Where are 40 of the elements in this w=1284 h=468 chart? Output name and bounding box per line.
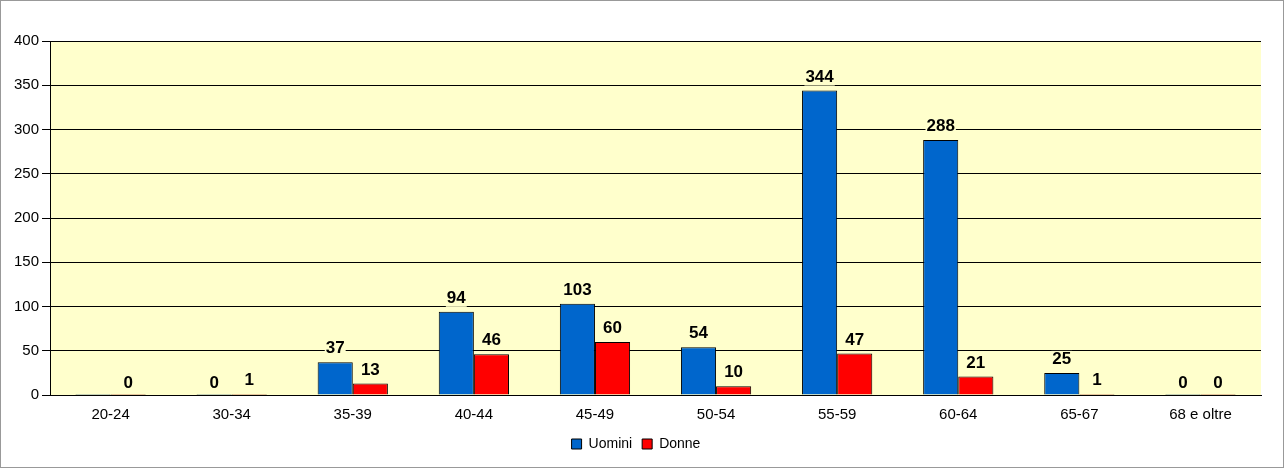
data-label: 1 xyxy=(244,370,254,390)
data-label: 0 xyxy=(1178,373,1188,393)
data-label: 344 xyxy=(805,66,835,86)
data-label: 288 xyxy=(926,116,955,136)
data-label: 54 xyxy=(689,323,709,343)
data-label: 13 xyxy=(360,359,380,379)
y-tick-label: 0 xyxy=(30,385,40,403)
x-tick-label: 60-64 xyxy=(939,405,978,423)
x-tick-label: 40-44 xyxy=(454,405,494,423)
x-tick-label: 45-49 xyxy=(575,405,615,423)
data-label: 94 xyxy=(446,288,467,307)
x-tick-label: 35-39 xyxy=(333,405,372,423)
data-label: 1 xyxy=(1092,370,1102,390)
legend-label: Donne xyxy=(659,434,701,451)
y-tick-label: 250 xyxy=(14,163,40,181)
y-tick-label: 400 xyxy=(14,31,40,49)
y-tick-label: 200 xyxy=(14,208,40,226)
y-tick-label: 300 xyxy=(14,119,40,137)
data-label: 21 xyxy=(966,352,986,372)
x-tick-label: 55-59 xyxy=(817,405,857,423)
x-tick-label: 30-34 xyxy=(212,405,251,423)
legend-label: Uomini xyxy=(588,434,633,451)
data-label: 103 xyxy=(563,280,592,300)
data-label: 0 xyxy=(123,373,133,393)
x-tick-label: 65-67 xyxy=(1060,405,1099,423)
data-label: 46 xyxy=(481,330,501,350)
x-tick-label: 68 e oltre xyxy=(1169,405,1232,423)
data-label: 0 xyxy=(1213,373,1223,393)
x-tick-label: 50-54 xyxy=(696,405,736,423)
y-tick-label: 350 xyxy=(14,75,40,93)
y-tick-label: 100 xyxy=(14,296,40,314)
data-label: 25 xyxy=(1052,349,1072,369)
data-label: 60 xyxy=(603,318,622,338)
y-tick-label: 150 xyxy=(14,252,40,270)
data-label: 0 xyxy=(209,373,219,393)
data-label: 10 xyxy=(724,362,744,382)
data-label: 47 xyxy=(845,329,865,349)
y-tick-label: 50 xyxy=(22,340,40,358)
x-tick-label: 20-24 xyxy=(91,405,130,423)
data-label: 37 xyxy=(325,338,345,358)
